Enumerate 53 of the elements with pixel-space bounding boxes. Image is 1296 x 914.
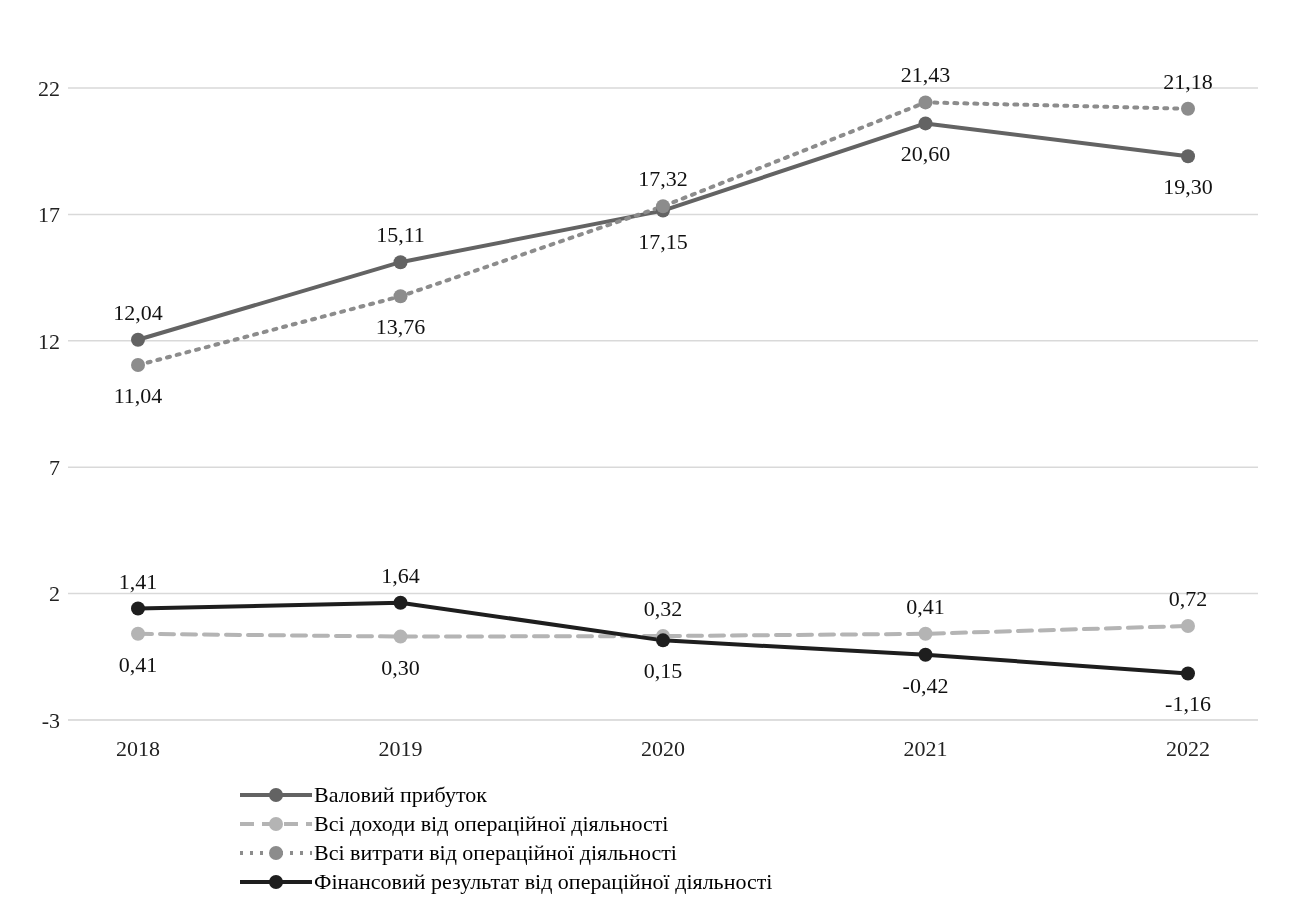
point xyxy=(393,629,408,644)
legend-label: Всі доходи від операційної діяльності xyxy=(314,810,669,837)
data-label: 0,72 xyxy=(1168,585,1208,611)
x-tick-label: 2019 xyxy=(378,735,423,761)
data-label: 13,76 xyxy=(375,314,426,340)
x-tick-label: 2021 xyxy=(903,735,948,761)
point xyxy=(1181,149,1195,164)
legend-label: Валовий прибуток xyxy=(314,781,487,808)
point xyxy=(656,633,670,648)
data-label: -0,42 xyxy=(902,672,949,698)
data-label: 1,41 xyxy=(118,568,158,594)
data-label: 0,15 xyxy=(643,658,683,684)
point xyxy=(393,595,408,610)
data-label: 11,04 xyxy=(113,383,163,409)
point xyxy=(131,358,145,373)
point xyxy=(393,289,408,304)
data-label: 21,18 xyxy=(1163,68,1213,94)
point xyxy=(918,95,933,110)
data-label: 1,64 xyxy=(381,562,420,588)
y-tick-label: 17 xyxy=(38,202,60,228)
data-label: 17,32 xyxy=(638,166,688,192)
point xyxy=(1181,101,1195,116)
point xyxy=(1181,666,1195,681)
legend-label: Всі витрати від операційної діяльності xyxy=(314,839,677,866)
point xyxy=(918,647,933,662)
y-tick-label: 22 xyxy=(38,75,60,101)
point xyxy=(656,199,670,214)
point xyxy=(131,626,145,641)
point xyxy=(1181,618,1195,633)
data-label: 17,15 xyxy=(638,228,688,254)
data-label: 0,30 xyxy=(381,654,420,680)
y-tick-label: 7 xyxy=(49,455,60,481)
data-label: 0,32 xyxy=(643,596,683,622)
point xyxy=(131,601,145,616)
data-label: 19,30 xyxy=(1163,174,1213,200)
data-label: -1,16 xyxy=(1165,691,1211,717)
data-label: 21,43 xyxy=(900,62,951,88)
data-label: 15,11 xyxy=(376,222,425,248)
data-label: 20,60 xyxy=(900,141,951,167)
data-label: 0,41 xyxy=(906,593,945,619)
x-tick-label: 2022 xyxy=(1166,735,1210,761)
legend-label: Фінансовий результат від операційної діяльності xyxy=(314,868,773,895)
y-tick-label: 12 xyxy=(38,328,60,354)
y-tick-label: -3 xyxy=(41,707,60,733)
x-tick-label: 2020 xyxy=(641,735,685,761)
x-tick-label: 2018 xyxy=(116,735,160,761)
point xyxy=(918,116,933,131)
point xyxy=(918,626,933,641)
data-label: 12,04 xyxy=(113,299,163,325)
y-tick-label: 2 xyxy=(49,581,60,607)
point xyxy=(393,255,408,270)
data-label: 0,41 xyxy=(118,651,158,677)
point xyxy=(131,332,145,347)
